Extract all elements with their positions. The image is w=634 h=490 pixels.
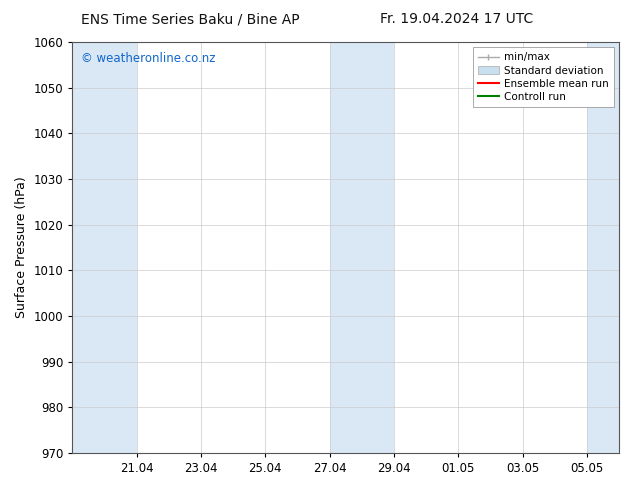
Bar [330,42,394,453]
Y-axis label: Surface Pressure (hPa): Surface Pressure (hPa) [15,176,28,318]
Text: Fr. 19.04.2024 17 UTC: Fr. 19.04.2024 17 UTC [380,12,533,26]
Legend: min/max, Standard deviation, Ensemble mean run, Controll run: min/max, Standard deviation, Ensemble me… [472,47,614,107]
Text: ENS Time Series Baku / Bine AP: ENS Time Series Baku / Bine AP [81,12,299,26]
Bar [72,42,137,453]
Text: © weatheronline.co.nz: © weatheronline.co.nz [81,52,215,65]
Bar [587,42,619,453]
